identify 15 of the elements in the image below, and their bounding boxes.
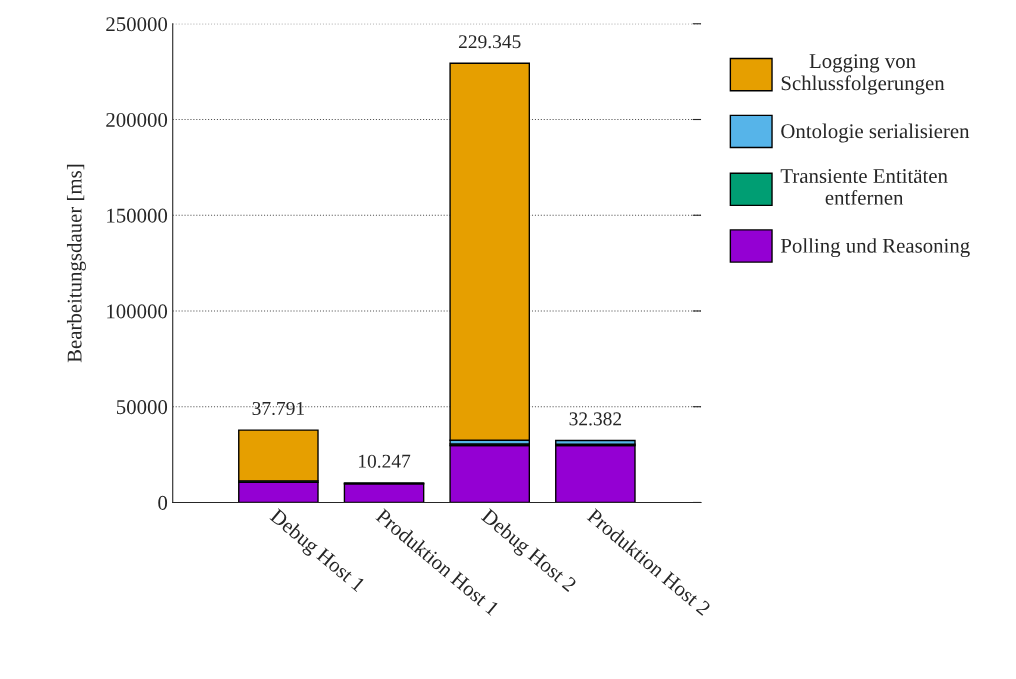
legend-label: Transiente Entitäten entfernen bbox=[780, 169, 948, 205]
legend-label: Logging von Schlussfolgerungen bbox=[781, 54, 945, 95]
y-tick-label: 150000 bbox=[107, 208, 168, 223]
y-tick-label: 250000 bbox=[106, 17, 168, 32]
y-axis-title: Bearbeitungsdauer [ms] bbox=[66, 164, 86, 363]
y-tick-label: 200000 bbox=[106, 112, 168, 127]
y-tick-label: 50000 bbox=[116, 400, 168, 415]
total-label: 37.791 bbox=[252, 401, 304, 416]
legend-label: Polling und Reasoning bbox=[780, 238, 970, 258]
total-label: 32.382 bbox=[569, 412, 622, 426]
total-label: 10.247 bbox=[359, 454, 411, 468]
y-tick-label: 0 bbox=[158, 495, 168, 510]
total-label: 229.345 bbox=[458, 35, 521, 49]
y-tick-label: 100000 bbox=[107, 304, 168, 319]
legend-label: Ontologie serialisieren bbox=[781, 123, 970, 143]
